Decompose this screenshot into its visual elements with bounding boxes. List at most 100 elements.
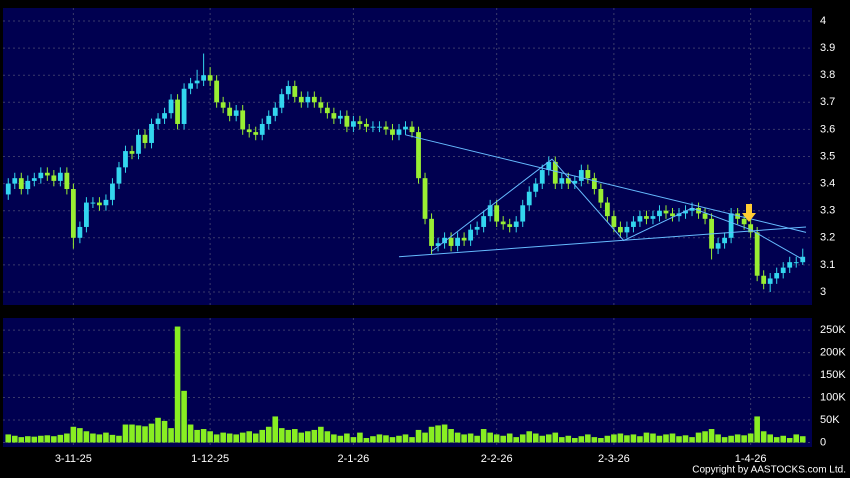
volume-bar [519,434,526,443]
volume-bar [44,435,51,443]
candle-body [520,205,526,222]
volume-bar [161,420,168,443]
candle-body [123,151,128,168]
candle-body [442,237,447,244]
volume-bar [793,434,800,443]
volume-bar [70,426,77,443]
volume-bar [376,434,383,443]
candle-body [357,121,363,124]
x-tick-label: 2-3-26 [598,453,630,465]
candle-body [494,205,500,222]
volume-bar [389,437,396,443]
candle-body [585,170,591,179]
x-tick-label: 3-11-25 [55,453,92,465]
candle-body [598,189,604,203]
volume-bar [663,434,669,443]
volume-bar [285,429,292,443]
candle-body [513,221,519,227]
candle-body [461,237,467,241]
volume-bar [337,435,344,443]
volume-bar [24,436,31,443]
volume-bar [213,434,220,443]
volume-bar [77,428,83,443]
y-tick-label: 0 [820,436,826,448]
volume-bar [643,432,650,443]
candle-body [259,123,265,135]
volume-bar [38,435,44,443]
candle-body [142,134,148,143]
candle-body [533,183,539,192]
volume-bar [637,436,643,443]
candle-body [162,113,167,119]
volume-bar [539,435,546,443]
volume-bar [259,429,266,443]
volume-bar [96,434,103,443]
candle-body [539,170,545,184]
candle-body [116,167,122,184]
candle-body [526,191,532,206]
volume-bar [409,437,415,443]
candle-body [279,94,285,108]
y-tick-label: 200K [820,347,846,359]
volume-bar [572,438,578,443]
candle-body [194,80,200,84]
volume-bar [109,434,116,443]
candle-body [396,129,402,135]
volume-bar [780,435,787,443]
volume-bar [565,435,572,443]
candle-body [324,107,330,114]
volume-bar [767,434,773,443]
candle-body [77,226,83,238]
volume-bar [122,424,129,443]
candle-body [780,267,786,274]
volume-bar [578,436,585,443]
volume-bar [500,435,506,443]
y-tick-label: 4 [820,15,826,27]
candle-body [676,213,682,217]
candle-body [64,172,70,190]
volume-bar [715,434,721,443]
volume-bar [363,438,370,443]
candle-body [670,213,675,217]
volume-bar [129,424,135,443]
candle-body [650,216,656,219]
candle-body [403,126,408,130]
y-tick-label: 3.6 [820,123,835,135]
volume-bar [630,434,637,443]
volume-bar [474,435,480,443]
candle-body [337,115,343,119]
candle-body [624,226,630,233]
volume-bar [51,436,57,443]
candle-body [240,110,246,130]
signal-arrow [742,204,756,222]
volume-bar [734,434,741,443]
candle-body [631,221,636,227]
volume-bar [415,429,422,443]
volume-bar [357,432,363,443]
volume-bar [298,432,305,443]
volume-bar [116,435,122,443]
volume-bar [799,436,806,443]
volume-bar [422,432,428,443]
volume-bar [383,435,389,443]
candle-body [318,102,324,108]
y-tick-label: 3.8 [820,69,835,81]
volume-bar [246,431,253,443]
candle-body [207,75,213,81]
volume-bar [5,434,12,443]
candle-body [604,202,610,217]
candle-body [175,99,180,124]
volume-bar [441,424,448,443]
candle-body [683,210,688,214]
volume-bar [728,435,734,443]
volume-bar [773,437,780,443]
candle-body [468,229,474,241]
volume-bar [467,433,474,443]
volume-bar [454,432,461,443]
volume-bar [331,434,337,443]
candle-body [481,216,487,227]
candle-body [233,110,239,116]
y-tick-label: 3.9 [820,42,835,54]
candle-body [103,199,109,206]
volume-bar [291,429,298,443]
